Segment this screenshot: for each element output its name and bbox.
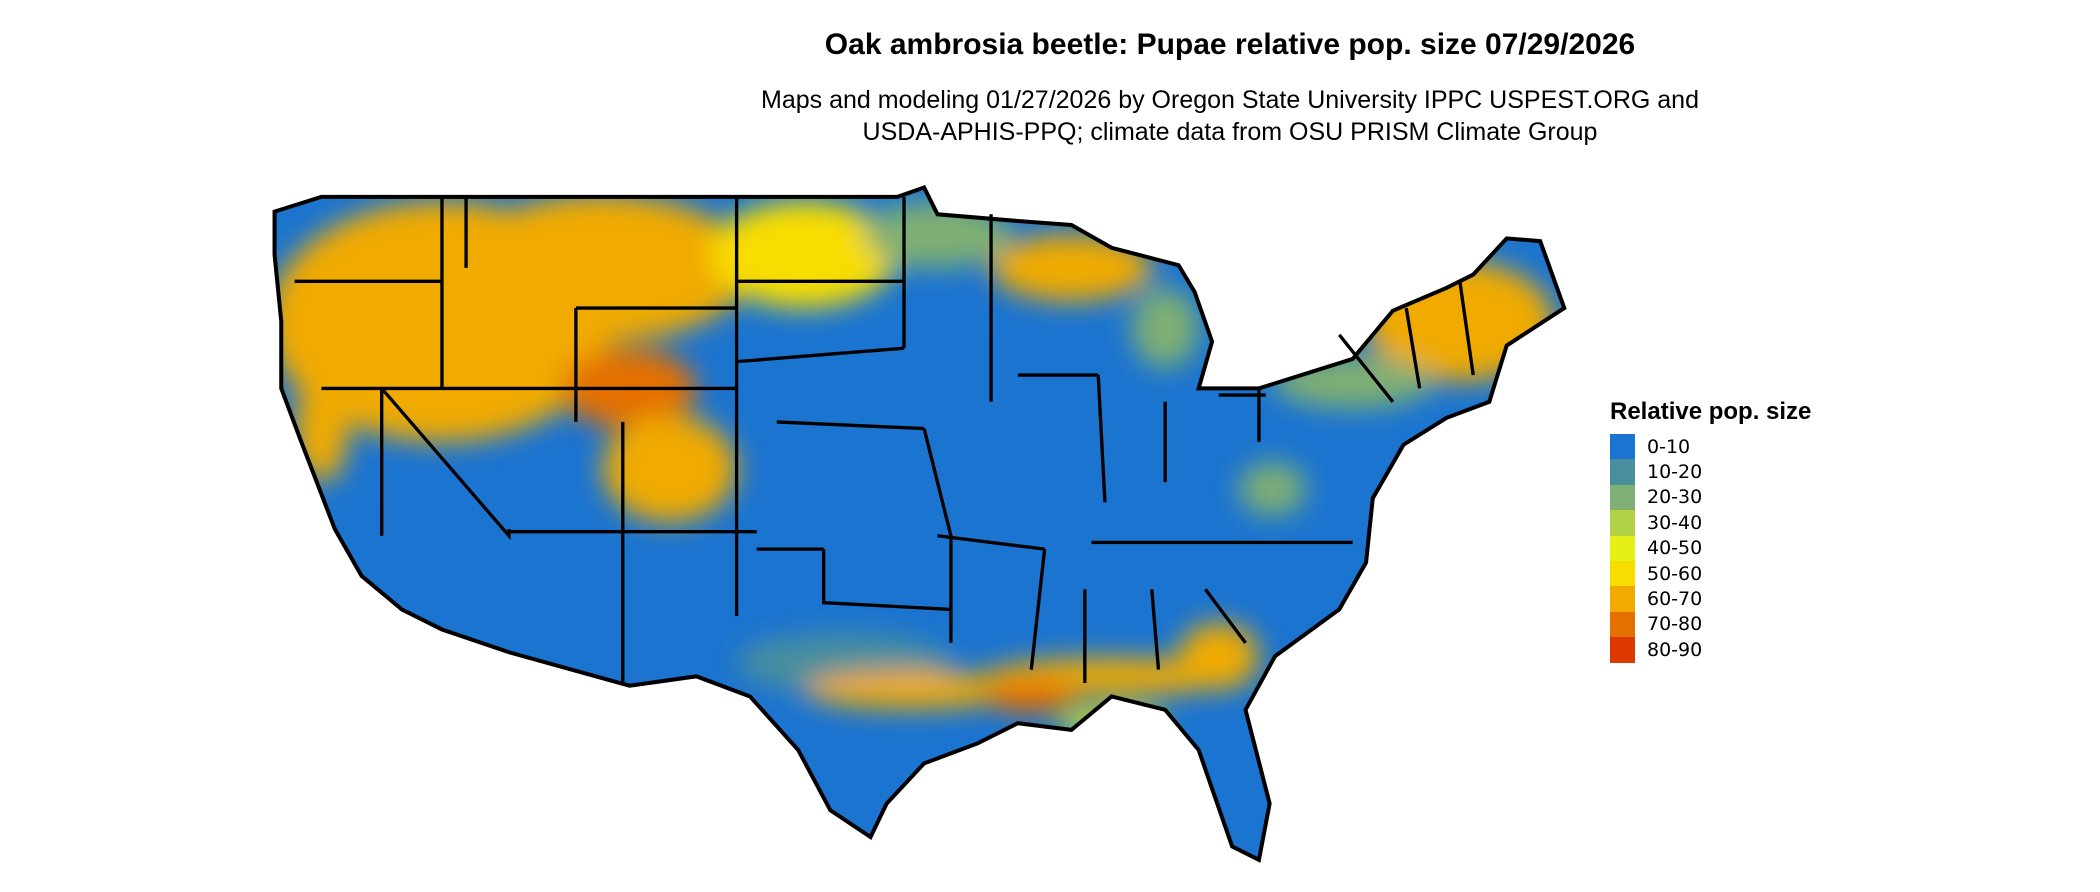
legend-swatch — [1610, 611, 1635, 638]
legend-label: 10-20 — [1647, 461, 1703, 484]
map-title: Oak ambrosia beetle: Pupae relative pop.… — [824, 28, 1636, 61]
legend-label: 0-10 — [1647, 435, 1691, 458]
legend-label: 30-40 — [1647, 511, 1703, 534]
legend-item: 10-20 — [1610, 459, 1811, 485]
legend-item: 70-80 — [1610, 611, 1811, 638]
legend-swatch — [1610, 459, 1635, 485]
legend-item: 0-10 — [1610, 434, 1811, 460]
legend-swatch — [1610, 510, 1635, 536]
legend-swatch — [1610, 535, 1635, 561]
legend-swatch — [1610, 484, 1635, 511]
legend-label: 40-50 — [1647, 537, 1703, 560]
legend-item: 60-70 — [1610, 586, 1811, 612]
legend-label: 60-70 — [1647, 588, 1703, 611]
legend-title: Relative pop. size — [1610, 398, 1812, 425]
legend-swatch — [1610, 637, 1635, 663]
legend-swatch — [1610, 586, 1635, 612]
legend-label: 50-60 — [1647, 562, 1703, 585]
legend-item: 80-90 — [1610, 637, 1811, 663]
map-subtitle-line-1: Maps and modeling 01/27/2026 by Oregon S… — [761, 86, 1699, 114]
legend-swatch — [1610, 434, 1635, 460]
legend-item: 20-30 — [1610, 484, 1811, 511]
map-subtitle-line-2: USDA-APHIS-PPQ; climate data from OSU PR… — [862, 118, 1598, 146]
legend-label: 70-80 — [1647, 613, 1703, 636]
legend-item: 50-60 — [1610, 560, 1811, 587]
legend-item: 30-40 — [1610, 510, 1811, 536]
legend: Relative pop. size 0-10 10-20 20-30 30-40 40… — [1610, 398, 1811, 663]
legend-label: 80-90 — [1647, 638, 1703, 661]
legend-item: 40-50 — [1610, 535, 1811, 561]
legend-swatch — [1610, 560, 1635, 587]
legend-label: 20-30 — [1647, 486, 1703, 509]
state-borders — [294, 196, 1475, 684]
